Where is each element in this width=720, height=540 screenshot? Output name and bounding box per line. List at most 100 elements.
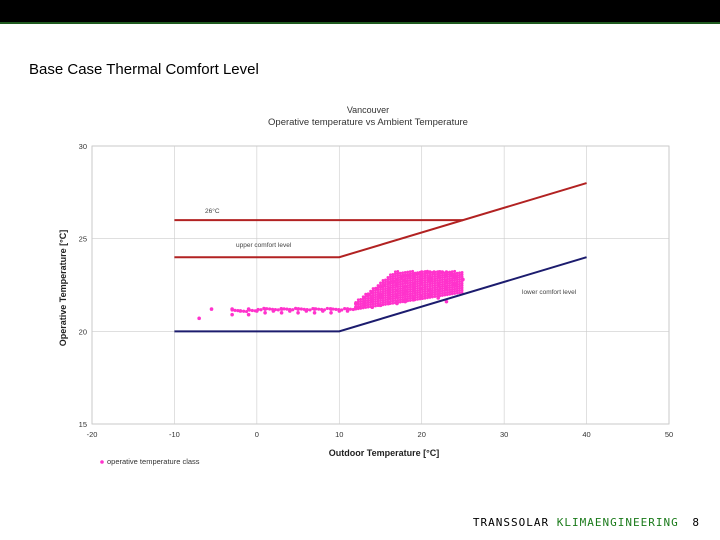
scatter-point [265, 307, 269, 311]
x-tick-label: 10 [335, 430, 343, 439]
scatter-point [379, 288, 382, 292]
scatter-point [386, 284, 390, 288]
scatter-point [458, 289, 462, 292]
scatter-point [458, 278, 462, 281]
scatter-point [411, 294, 415, 298]
scatter-point [413, 291, 417, 295]
scatter-point [406, 275, 410, 278]
scatter-point [247, 308, 252, 312]
scatter-point [408, 288, 412, 291]
scatter-point [308, 308, 312, 312]
scatter-point [435, 290, 439, 294]
series-line-1 [174, 182, 587, 259]
scatter-point [384, 291, 387, 295]
scatter-point [388, 295, 392, 299]
scatter-point [431, 295, 434, 299]
scatter-point [411, 278, 415, 282]
scatter-point [345, 307, 350, 311]
scatter-point [384, 283, 387, 286]
scatter-point [408, 296, 412, 300]
scatter-point [369, 303, 373, 306]
scatter-point [416, 275, 419, 279]
scatter-point [450, 283, 454, 287]
scatter-point [391, 284, 395, 287]
scatter-point [423, 272, 427, 276]
y-tick-label: 30 [79, 142, 87, 151]
scatter-point [438, 294, 442, 298]
scatter-point [406, 277, 410, 281]
scatter-point [391, 301, 395, 305]
scatter-point [384, 278, 387, 282]
scatter-point [366, 292, 370, 296]
scatter-point [396, 298, 400, 302]
scatter-point [438, 274, 442, 278]
scatter-point [406, 272, 410, 276]
scatter-point [288, 307, 292, 312]
scatter-point [443, 275, 447, 279]
scatter-point [371, 291, 375, 295]
scatter-point [388, 280, 392, 283]
scatter-point [458, 271, 462, 275]
scatter-point [416, 280, 419, 283]
scatter-point [398, 271, 402, 275]
scatter-point [418, 282, 422, 285]
scatter-point [403, 299, 407, 303]
scatter-point [401, 278, 405, 281]
scatter-point [460, 284, 464, 288]
scatter-point [391, 275, 395, 278]
scatter-point [448, 284, 452, 287]
scatter-point [421, 274, 424, 278]
scatter-point [448, 277, 452, 281]
scatter-point [393, 297, 397, 300]
scatter-point [312, 311, 317, 315]
scatter-point [435, 272, 439, 276]
scatter-point [421, 294, 424, 298]
scatter-point [371, 289, 375, 293]
scatter-point [396, 294, 400, 298]
scatter-point [282, 307, 286, 311]
scatter-point [366, 294, 370, 298]
scatter-point [431, 271, 434, 274]
scatter-point [408, 281, 412, 285]
scatter-point [453, 276, 457, 280]
scatter-point [421, 272, 424, 276]
scatter-point [393, 288, 397, 291]
scatter-point [239, 309, 243, 313]
scatter-point [448, 288, 452, 292]
scatter-point [230, 312, 234, 317]
scatter-point [458, 273, 462, 277]
annotation-26c: 26°C [205, 207, 220, 215]
scatter-point [428, 273, 432, 277]
scatter-point [376, 286, 380, 290]
scatter-point [381, 281, 385, 284]
scatter-point [334, 307, 338, 311]
y-axis-label: Operative Temperature [°C] [58, 230, 68, 346]
scatter-point [438, 281, 442, 284]
scatter-point [388, 288, 392, 292]
scatter-point [413, 298, 417, 302]
scatter-point [455, 276, 459, 279]
scatter-point [285, 307, 289, 311]
scatter-point [364, 297, 368, 301]
scatter-point [369, 289, 373, 293]
scatter-point [416, 286, 419, 290]
scatter-point [453, 289, 457, 293]
scatter-point [411, 289, 415, 293]
scatter-point [438, 272, 442, 276]
scatter-point [448, 281, 452, 285]
scatter-point [445, 277, 449, 281]
scatter-point [453, 283, 457, 287]
scatter-point [438, 285, 442, 289]
scatter-point [393, 277, 397, 280]
scatter-point [435, 285, 439, 289]
scatter-point [440, 285, 444, 288]
scatter-point [398, 291, 402, 295]
scatter-point [356, 305, 360, 308]
scatter-point [408, 283, 412, 287]
scatter-point [435, 270, 439, 274]
scatter-point [246, 312, 251, 317]
scatter-point [411, 285, 415, 289]
scatter-point [453, 292, 457, 295]
scatter-point [359, 300, 363, 304]
scatter-point [418, 295, 422, 299]
